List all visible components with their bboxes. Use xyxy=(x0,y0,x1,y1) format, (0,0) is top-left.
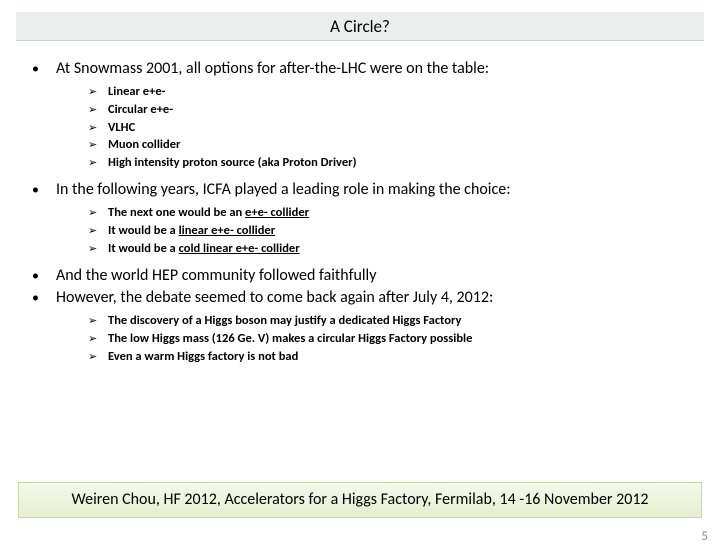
sub-item-text: Circular e+e- xyxy=(108,102,173,119)
bullet-icon: • xyxy=(26,267,56,284)
main-item: •And the world HEP community followed fa… xyxy=(26,266,694,287)
sub-item-text: It would be a linear e+e- collider xyxy=(108,223,275,240)
sub-item: ➢The low Higgs mass (126 Ge. V) makes a … xyxy=(88,331,694,348)
bullet-icon: • xyxy=(26,60,56,77)
chevron-icon: ➢ xyxy=(88,138,108,151)
sub-item: ➢Circular e+e- xyxy=(88,102,694,119)
sub-item: ➢It would be a linear e+e- collider xyxy=(88,223,694,240)
chevron-icon: ➢ xyxy=(88,224,108,237)
chevron-icon: ➢ xyxy=(88,103,108,116)
chevron-icon: ➢ xyxy=(88,332,108,345)
sub-item-text: VLHC xyxy=(108,120,135,137)
sub-item: ➢Muon collider xyxy=(88,137,694,154)
chevron-icon: ➢ xyxy=(88,242,108,255)
chevron-icon: ➢ xyxy=(88,206,108,219)
slide-title: A Circle? xyxy=(330,16,390,37)
page-number: 5 xyxy=(701,529,708,544)
title-bar: A Circle? xyxy=(16,12,704,41)
sub-item-text: Linear e+e- xyxy=(108,84,165,101)
sub-item-text: Muon collider xyxy=(108,137,180,154)
content-area: •At Snowmass 2001, all options for after… xyxy=(26,59,694,366)
sub-item-text: The low Higgs mass (126 Ge. V) makes a c… xyxy=(108,331,472,348)
chevron-icon: ➢ xyxy=(88,314,108,327)
sub-item: ➢The next one would be an e+e- collider xyxy=(88,205,694,222)
bullet-icon: • xyxy=(26,181,56,198)
chevron-icon: ➢ xyxy=(88,85,108,98)
sub-item-text: High intensity proton source (aka Proton… xyxy=(108,155,356,172)
sub-list: ➢The discovery of a Higgs boson may just… xyxy=(88,313,694,366)
chevron-icon: ➢ xyxy=(88,156,108,169)
citation-text: Weiren Chou, HF 2012, Accelerators for a… xyxy=(71,490,648,509)
main-item: •However, the debate seemed to come back… xyxy=(26,288,694,309)
sub-item: ➢It would be a cold linear e+e- collider xyxy=(88,241,694,258)
sub-list: ➢The next one would be an e+e- collider➢… xyxy=(88,205,694,258)
sub-item: ➢Even a warm Higgs factory is not bad xyxy=(88,349,694,366)
chevron-icon: ➢ xyxy=(88,350,108,363)
sub-item-text: The discovery of a Higgs boson may justi… xyxy=(108,313,461,330)
sub-item-text: The next one would be an e+e- collider xyxy=(108,205,309,222)
sub-item: ➢Linear e+e- xyxy=(88,84,694,101)
bullet-icon: • xyxy=(26,289,56,306)
sub-item-text: It would be a cold linear e+e- collider xyxy=(108,241,300,258)
citation-box: Weiren Chou, HF 2012, Accelerators for a… xyxy=(18,482,702,518)
main-list: •At Snowmass 2001, all options for after… xyxy=(26,59,694,366)
main-item-text: However, the debate seemed to come back … xyxy=(56,288,493,309)
sub-item: ➢VLHC xyxy=(88,120,694,137)
sub-item: ➢The discovery of a Higgs boson may just… xyxy=(88,313,694,330)
sub-item: ➢High intensity proton source (aka Proto… xyxy=(88,155,694,172)
main-item-text: And the world HEP community followed fai… xyxy=(56,266,376,287)
main-item: •In the following years, ICFA played a l… xyxy=(26,180,694,201)
main-item-text: At Snowmass 2001, all options for after-… xyxy=(56,59,489,80)
chevron-icon: ➢ xyxy=(88,121,108,134)
sub-item-text: Even a warm Higgs factory is not bad xyxy=(108,349,298,366)
main-item-text: In the following years, ICFA played a le… xyxy=(56,180,510,201)
sub-list: ➢Linear e+e-➢Circular e+e-➢VLHC➢Muon col… xyxy=(88,84,694,172)
main-item: •At Snowmass 2001, all options for after… xyxy=(26,59,694,80)
